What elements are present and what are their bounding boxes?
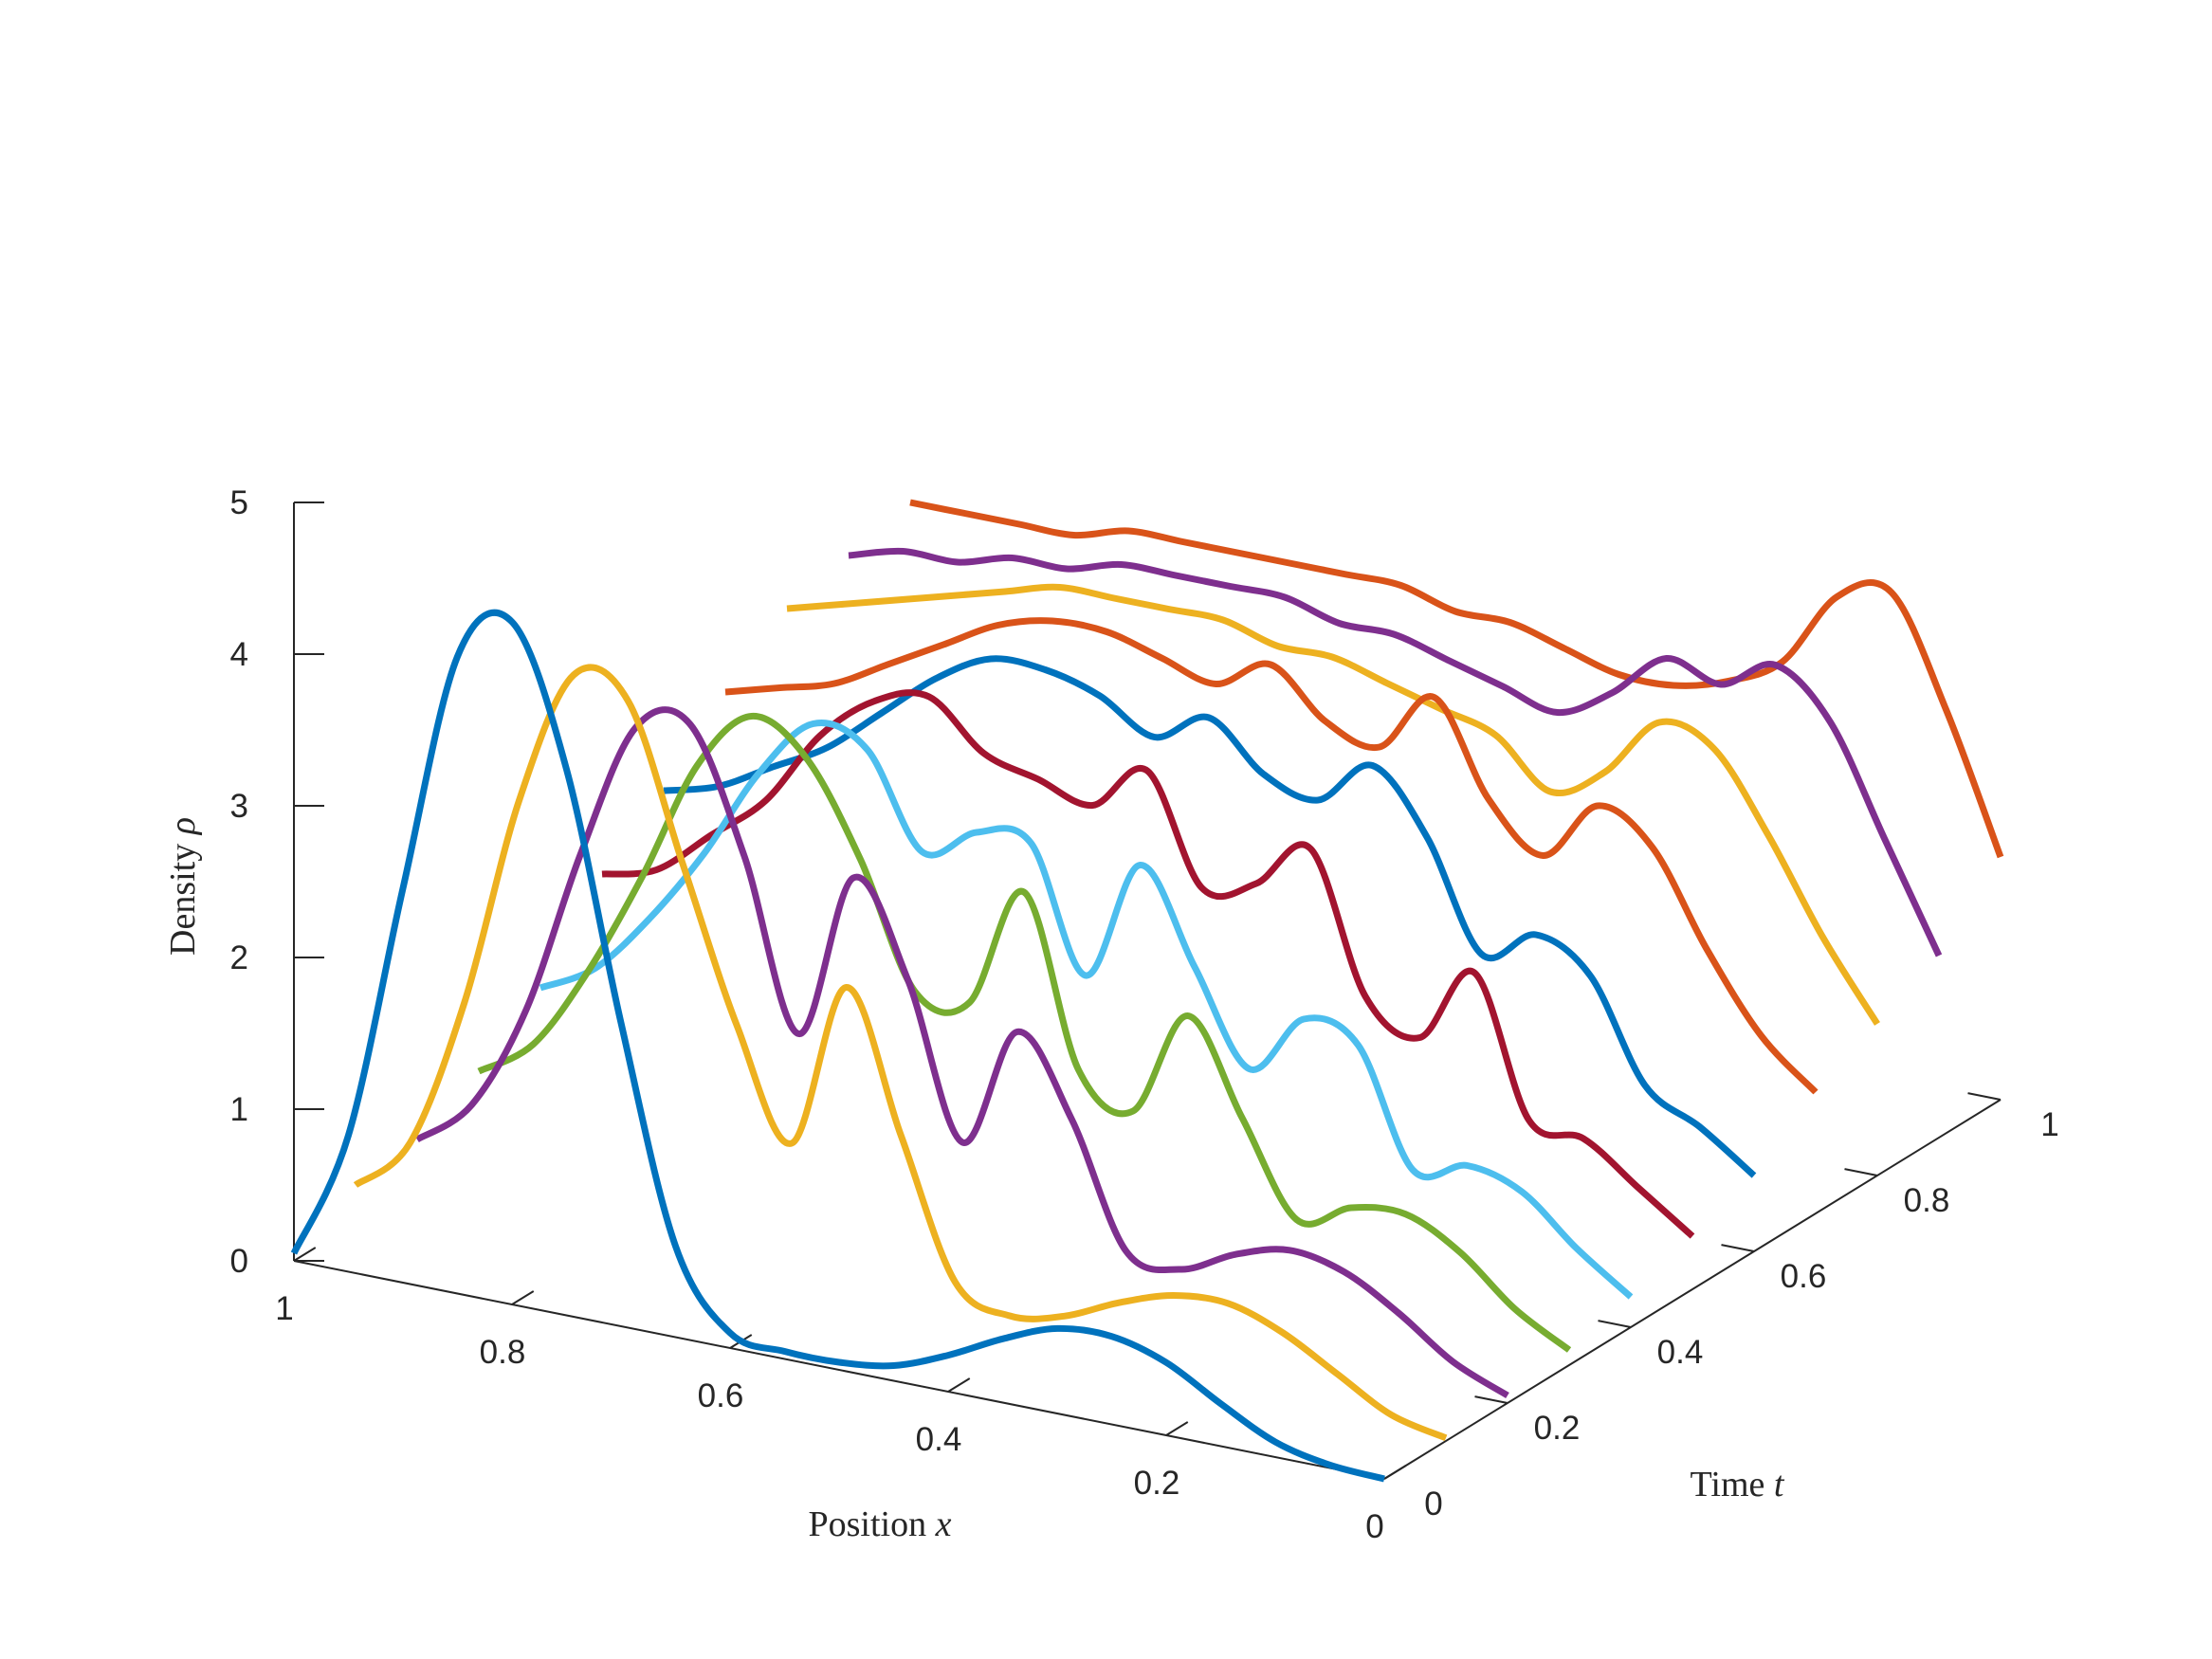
z-tick-label: 4: [230, 636, 248, 673]
t-axis-line: [1383, 1099, 2002, 1480]
x-tick-label: 1: [275, 1290, 293, 1327]
t-tick-label: 1: [2040, 1106, 2058, 1143]
t-tick-mark: [1598, 1320, 1632, 1328]
t-tick-label: 0.6: [1781, 1258, 1827, 1295]
x-tick-label: 0.2: [1134, 1465, 1180, 1502]
t-tick-label: 0.2: [1534, 1410, 1581, 1447]
t-tick-label: 0.4: [1657, 1334, 1704, 1371]
x-tick-mark: [947, 1377, 971, 1393]
series-line-t-0.1: [353, 664, 1448, 1442]
t-tick-label: 0.8: [1904, 1182, 1950, 1219]
x-tick-mark: [1165, 1421, 1189, 1436]
x-tick-mark: [511, 1290, 535, 1305]
t-tick-mark: [1844, 1168, 1878, 1176]
z-axis-title: Density ρ: [163, 817, 203, 956]
x-tick-label: 0: [1365, 1508, 1383, 1545]
series-line-t-0.9: [848, 547, 1943, 957]
x-tick-mark: [1383, 1465, 1407, 1480]
x-axis-title: Position x: [809, 1504, 952, 1544]
x-tick-label: 0.4: [916, 1421, 962, 1458]
z-tick-label: 0: [230, 1243, 248, 1280]
x-tick-mark: [293, 1247, 317, 1262]
axis-titles: Position x Time t Density ρ: [163, 817, 1785, 1544]
series-line-t-0.6: [663, 655, 1757, 1178]
t-tick-mark: [1967, 1092, 2002, 1101]
z-tick-label: 5: [230, 484, 248, 521]
series-line-t-0.7: [724, 617, 1819, 1095]
series-line-t-0.3: [477, 712, 1572, 1353]
t-tick-label: 0: [1424, 1486, 1442, 1522]
x-axis-line: [293, 1260, 1385, 1480]
series-line-t-0.2: [415, 706, 1509, 1398]
series-line-t-0.8: [786, 583, 1880, 1026]
series-group: [290, 499, 2004, 1483]
x-tick-label: 0.6: [698, 1377, 744, 1414]
z-tick-label: 3: [230, 788, 248, 825]
z-tick-label: 2: [230, 939, 248, 976]
series-line-t-1: [909, 499, 2004, 859]
series-line-t-0: [290, 609, 1385, 1483]
t-tick-mark: [1474, 1395, 1508, 1404]
z-tick-label: 1: [230, 1091, 248, 1128]
y-axis-title: Time t: [1691, 1465, 1785, 1504]
t-tick-mark: [1721, 1244, 1755, 1252]
series-line-t-0.4: [539, 720, 1634, 1300]
x-tick-label: 0.8: [480, 1334, 526, 1371]
